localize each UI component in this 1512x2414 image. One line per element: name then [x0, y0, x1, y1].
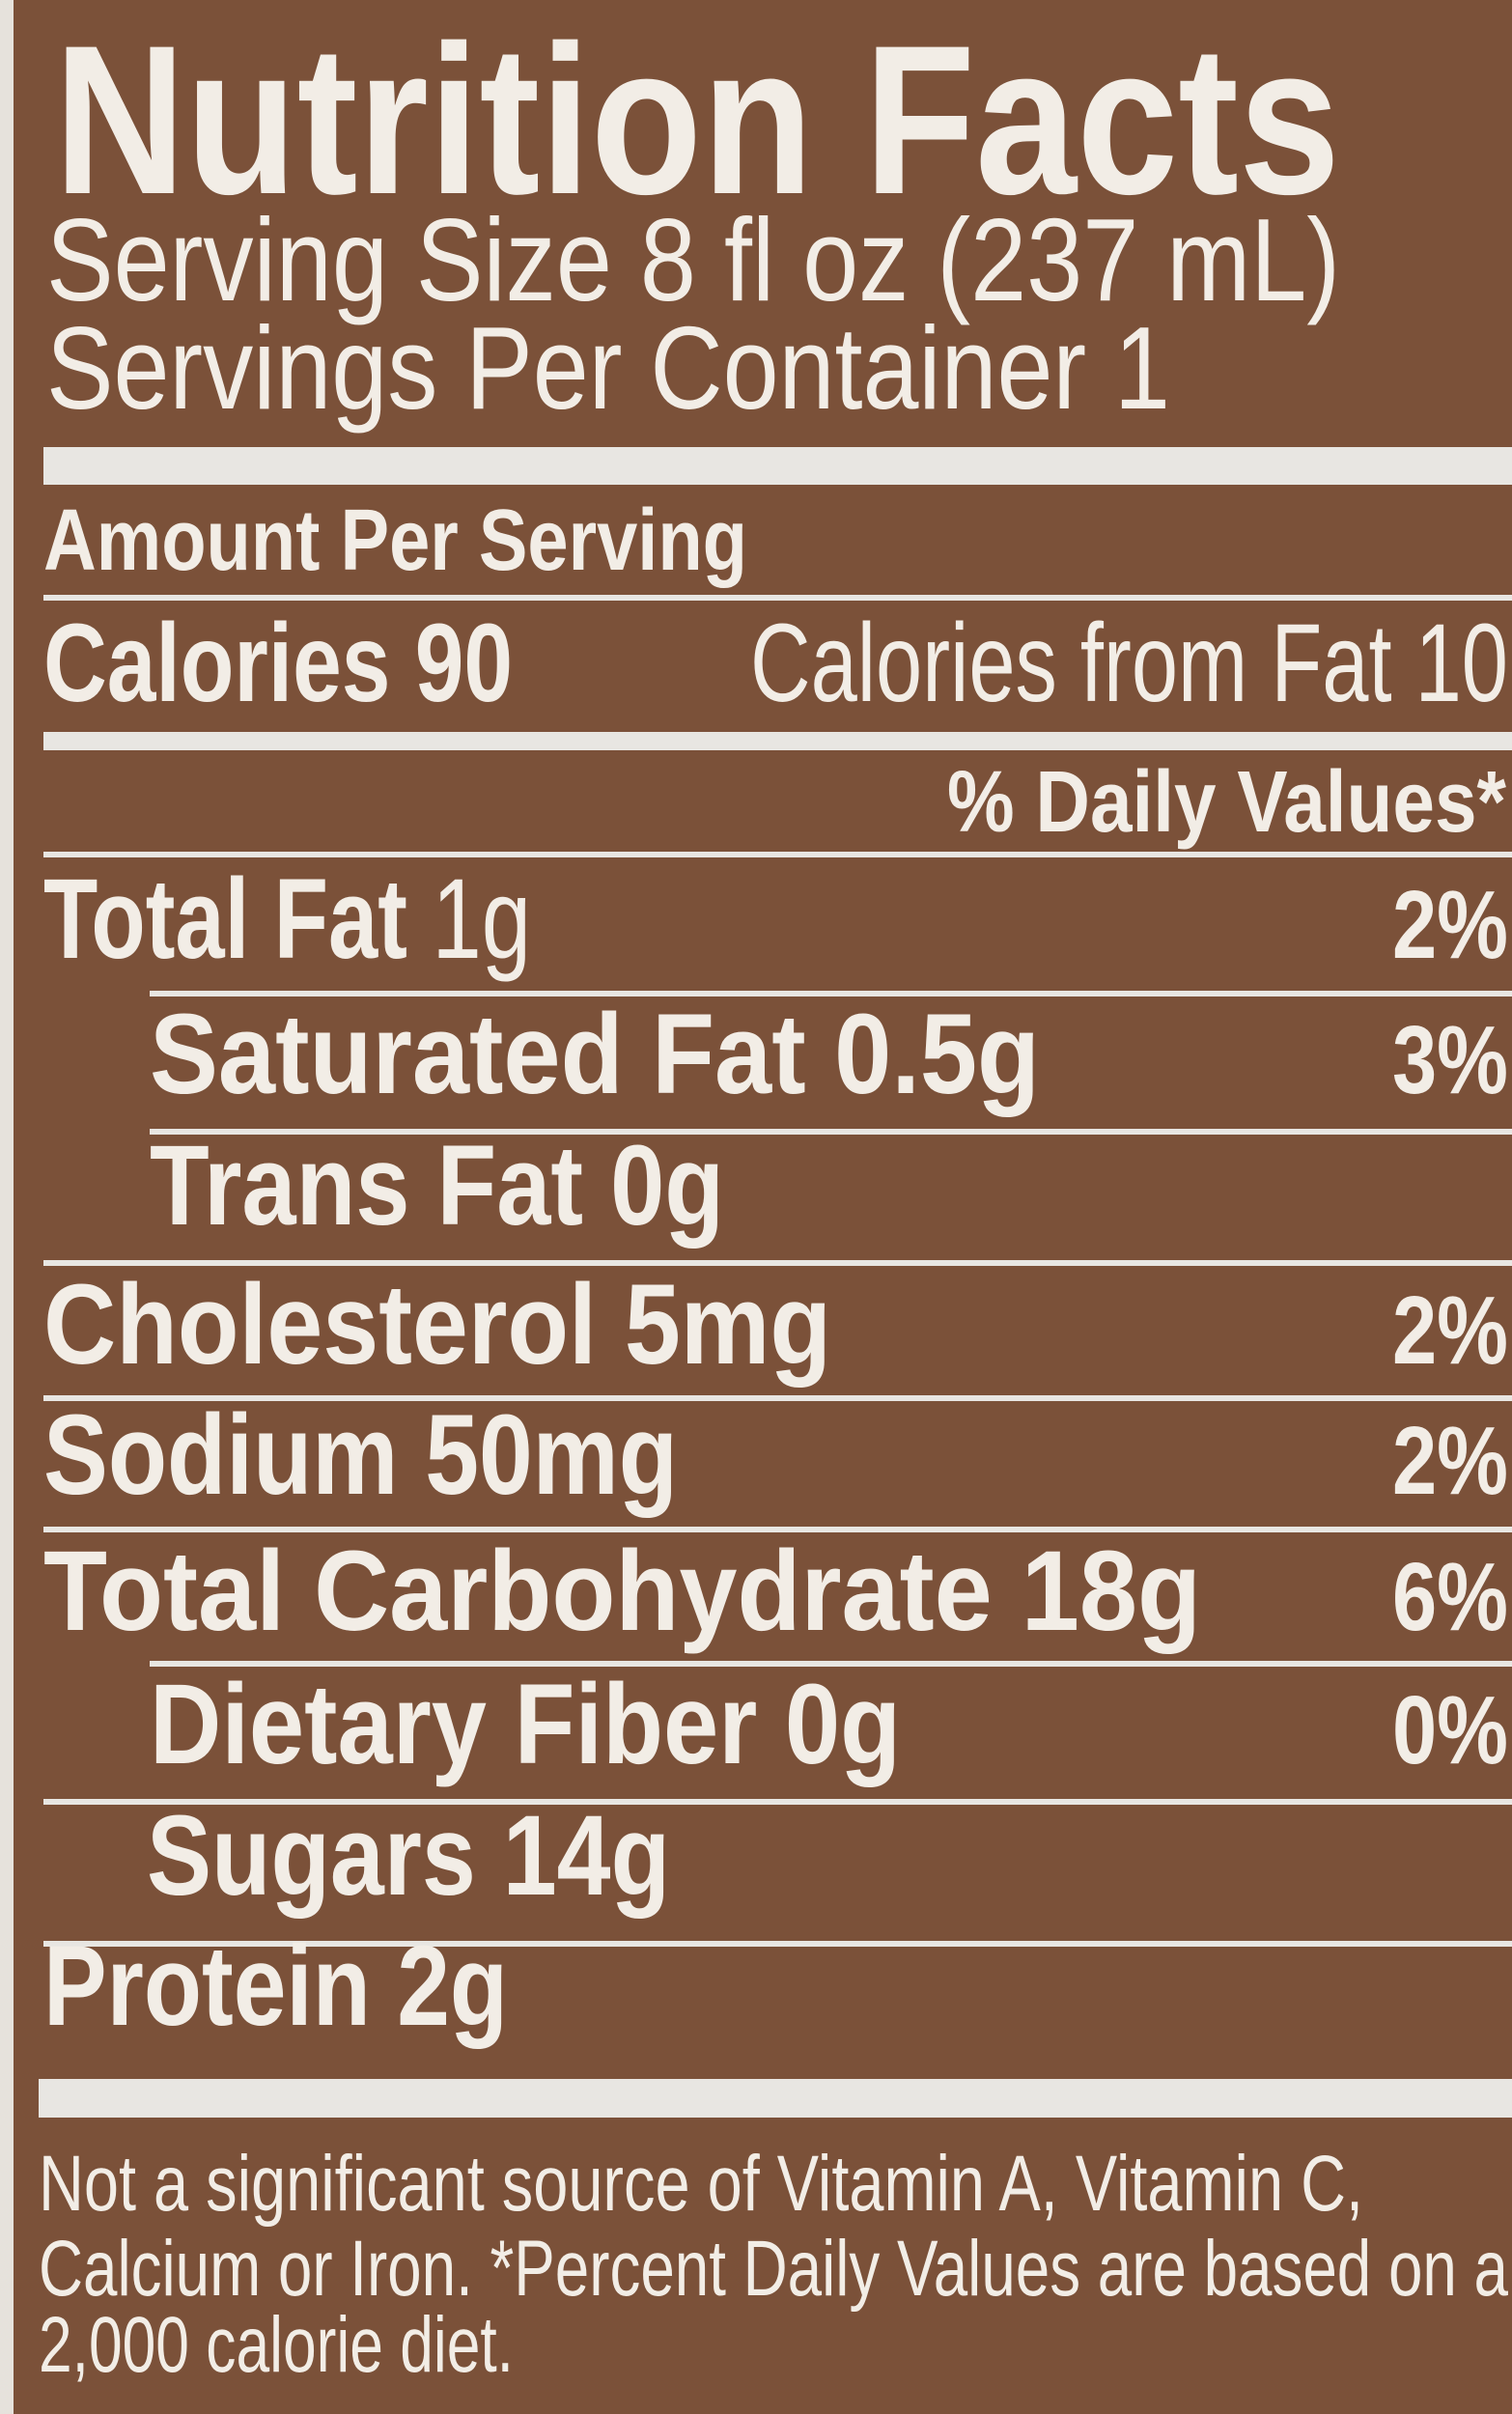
- nutrient: Dietary Fiber 0g: [150, 1661, 901, 1788]
- rule: [150, 1661, 1512, 1667]
- nutrient-amount: 5mg: [625, 1261, 831, 1389]
- rule: [43, 1395, 1512, 1401]
- nutrient: Cholesterol 5mg: [43, 1261, 831, 1389]
- nutrient: Total Carbohydrate 18g: [43, 1528, 1201, 1655]
- nutrient: Total Fat 1g: [43, 856, 531, 983]
- thick-rule: [39, 2079, 1512, 2118]
- footnote-line: Not a significant source of Vitamin A, V…: [39, 2140, 1363, 2228]
- footnote-line: 2,000 calorie diet.: [39, 2301, 514, 2389]
- rule: [150, 991, 1512, 996]
- daily-value: 2%: [1392, 1277, 1508, 1385]
- calories-from-fat: Calories from Fat 10: [750, 602, 1508, 725]
- rule: [43, 1799, 1512, 1805]
- calories: Calories 90: [43, 602, 513, 725]
- title: Nutrition Facts: [54, 1, 1340, 239]
- daily-value: 2%: [1392, 871, 1508, 979]
- nutrient-amount: 18g: [1022, 1528, 1201, 1655]
- nutrient: Sodium 50mg: [43, 1391, 678, 1519]
- nutrient: Trans Fat 0g: [150, 1122, 724, 1249]
- nutrient-amount: 0.5g: [834, 991, 1040, 1118]
- nutrient-amount: 1g: [433, 856, 531, 983]
- nutrient-label: Trans Fat: [150, 1122, 583, 1249]
- nutrient: Saturated Fat 0.5g: [150, 991, 1040, 1118]
- footnote-line: Calcium or Iron. *Percent Daily Values a…: [39, 2225, 1508, 2313]
- nutrient: Sugars 14g: [147, 1792, 670, 1920]
- nutrient-label: Saturated Fat: [150, 991, 806, 1118]
- rule: [43, 1941, 1512, 1947]
- medium-rule: [43, 732, 1512, 750]
- rule: [43, 1527, 1512, 1532]
- nutrient-amount: 14g: [503, 1792, 670, 1920]
- daily-value: 3%: [1392, 1006, 1508, 1114]
- rule: [43, 852, 1512, 857]
- nutrient-label: Protein: [43, 1923, 371, 2050]
- rule: [43, 1260, 1512, 1266]
- nutrient-label: Total Carbohydrate: [43, 1528, 993, 1655]
- nutrient: Protein 2g: [43, 1923, 508, 2050]
- nutrient-label: Sodium: [43, 1391, 398, 1519]
- left-edge: [0, 0, 14, 2414]
- nutrient-label: Cholesterol: [43, 1261, 597, 1389]
- nutrient-amount: 2g: [397, 1923, 508, 2050]
- nutrient-amount: 50mg: [425, 1391, 678, 1519]
- amount-per-serving: Amount Per Serving: [43, 492, 747, 589]
- nutrient-label: Dietary Fiber: [150, 1661, 757, 1788]
- serving-size: Serving Size 8 fl oz (237 mL): [46, 194, 1340, 325]
- thick-rule: [43, 447, 1512, 485]
- rule: [43, 595, 1512, 601]
- daily-values-heading: % Daily Values*: [947, 754, 1506, 851]
- nutrient-amount: 0g: [610, 1122, 724, 1249]
- nutrient-rows: Total Fat 1g 2% Saturated Fat 0.5g 3% Trans …: [43, 856, 1512, 2050]
- nutrient-label: Total Fat: [43, 856, 407, 983]
- nutrient-amount: 0g: [785, 1661, 901, 1788]
- daily-value: 0%: [1392, 1676, 1508, 1784]
- rule: [150, 1129, 1512, 1135]
- servings-per-container: Servings Per Container 1: [46, 302, 1170, 434]
- daily-value: 6%: [1392, 1543, 1508, 1651]
- nutrient-label: Sugars: [147, 1792, 476, 1920]
- daily-value: 2%: [1392, 1407, 1508, 1515]
